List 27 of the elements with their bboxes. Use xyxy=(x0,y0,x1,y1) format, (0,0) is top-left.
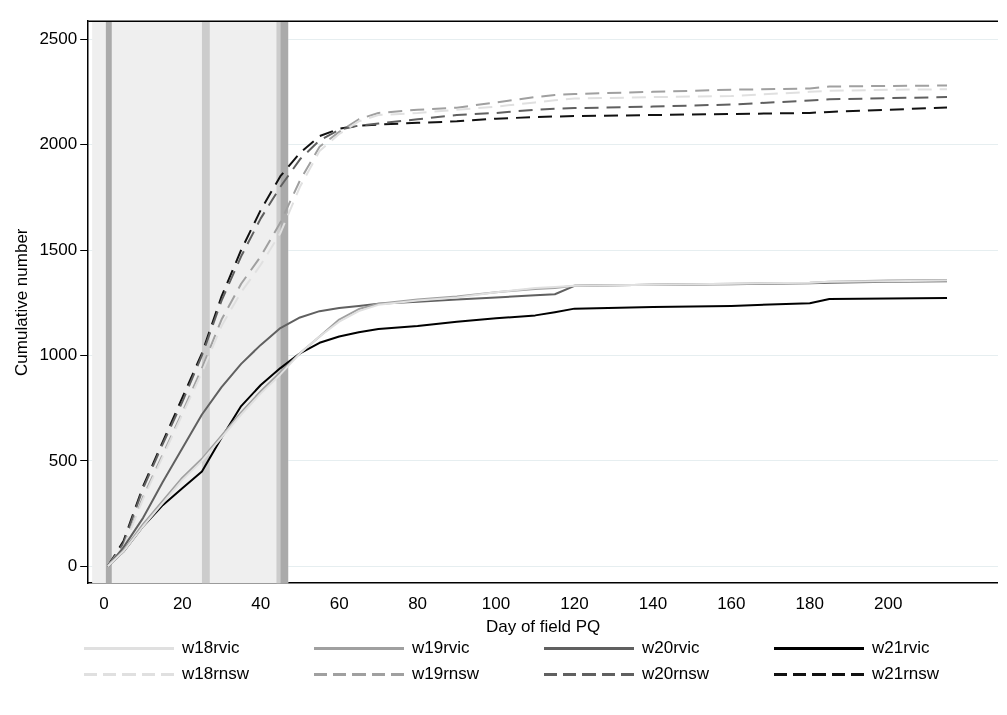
x-tick-label: 20 xyxy=(172,594,192,614)
legend-label: w20rnsw xyxy=(642,664,710,684)
y-tick-label: 2000 xyxy=(39,134,78,154)
x-tick-label: 40 xyxy=(251,594,271,614)
legend-label: w19rnsw xyxy=(412,664,480,684)
x-tick-label: 100 xyxy=(481,594,511,614)
x-tick-label: 80 xyxy=(408,594,428,614)
y-tick-label: 500 xyxy=(48,450,78,470)
x-axis-title: Day of field PQ xyxy=(485,617,601,637)
x-tick-label: 200 xyxy=(874,594,903,614)
legend-label: w18rvic xyxy=(182,638,240,658)
legend-label: w21rvic xyxy=(872,638,930,658)
legend-label: w20rvic xyxy=(642,638,700,658)
y-tick-label: 1000 xyxy=(39,345,78,365)
x-tick-label: 0 xyxy=(99,594,109,614)
x-tick-label: 120 xyxy=(560,594,589,614)
y-tick-label: 1500 xyxy=(39,239,78,259)
y-tick-label: 0 xyxy=(67,556,78,576)
x-tick-label: 180 xyxy=(795,594,824,614)
y-tick-label: 2500 xyxy=(39,28,78,48)
legend-label: w21rnsw xyxy=(872,664,940,684)
y-axis-title: Cumulative number xyxy=(11,228,31,376)
x-tick-label: 140 xyxy=(638,594,668,614)
legend-label: w18rnsw xyxy=(182,664,250,684)
x-tick-label: 160 xyxy=(717,594,746,614)
legend-label: w19rvic xyxy=(412,638,470,658)
x-tick-label: 60 xyxy=(329,594,349,614)
